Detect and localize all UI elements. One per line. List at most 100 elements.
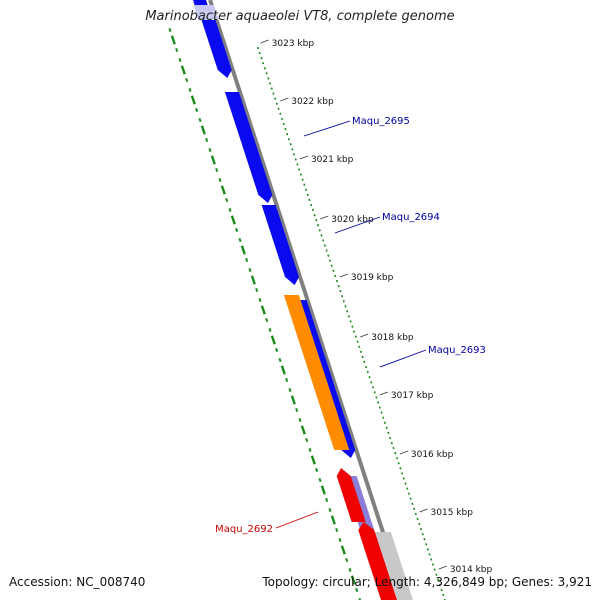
tick-dot: [402, 477, 405, 480]
gene-maqu-2693-highlight: [283, 295, 350, 450]
kbp-tick-label: 3021 kbp: [311, 155, 354, 165]
tick-dot: [437, 578, 440, 581]
gc-dot: [285, 377, 289, 383]
kbp-tick-mark: [280, 97, 289, 102]
kbp-tick-mark: [339, 273, 349, 278]
tick-dot: [284, 127, 287, 131]
tick-dot: [265, 72, 268, 75]
tick-dot: [308, 198, 311, 202]
tick-dot: [404, 482, 407, 485]
tick-dot: [263, 67, 266, 70]
tick-dot: [431, 563, 435, 566]
gene-label-maqu-2695: Maqu_2695: [352, 116, 410, 127]
gc-dot: [240, 245, 246, 255]
tick-dot: [306, 193, 309, 197]
gene-maqu-2695: [224, 92, 273, 203]
tick-dot: [435, 573, 438, 576]
tick-dot: [304, 188, 308, 192]
accession-text: Accession: NC_008740: [9, 575, 146, 589]
tick-dot: [438, 583, 441, 587]
gc-dot: [268, 327, 272, 333]
tick-dot: [294, 158, 297, 161]
gene-maqu-2694: [261, 205, 300, 285]
gc-dot: [315, 467, 319, 473]
gc-dot: [195, 107, 199, 113]
gene-label-maqu-2692: Maqu_2692: [215, 524, 273, 535]
gc-dot: [350, 575, 356, 585]
tick-dot: [299, 173, 302, 176]
tick-dot: [323, 244, 326, 247]
gc-dot: [260, 305, 266, 315]
gc-dot: [185, 77, 189, 83]
gc-dot: [330, 515, 336, 525]
gc-dot: [170, 35, 176, 45]
tick-dot: [274, 97, 277, 100]
tick-dot: [365, 365, 368, 369]
tick-dot: [359, 350, 363, 354]
tick-dot: [356, 340, 359, 343]
gc-dot: [258, 297, 262, 303]
gene-label-leader: [275, 511, 319, 529]
tick-dot: [371, 386, 375, 389]
tick-dot: [320, 234, 323, 237]
gc-dot: [348, 567, 352, 573]
kbp-tick-label: 3015 kbp: [431, 508, 474, 518]
gene-label-leader: [303, 120, 351, 137]
tick-dot: [260, 56, 263, 60]
tick-dot: [256, 46, 260, 50]
tick-dot: [313, 213, 316, 217]
kbp-tick-mark: [260, 39, 269, 44]
gc-dot: [255, 287, 259, 293]
gc-dot: [228, 207, 232, 213]
gc-dot: [230, 215, 236, 225]
gene-label-maqu-2694: Maqu_2694: [382, 212, 440, 223]
gene-label-maqu-2693: Maqu_2693: [428, 345, 486, 356]
gene-features: [193, 0, 413, 600]
gc-dot: [200, 125, 206, 135]
tick-dot: [373, 391, 376, 394]
tick-dot: [292, 153, 296, 156]
gc-dot: [298, 417, 302, 423]
tick-dot: [387, 431, 390, 435]
tick-dot: [378, 406, 381, 409]
tick-dot: [392, 446, 395, 450]
tick-dot: [267, 77, 270, 80]
tick-dot: [289, 143, 292, 146]
gc-dot: [278, 357, 282, 363]
gc-dot: [190, 95, 196, 105]
tick-dot: [335, 279, 338, 283]
gene-pale-partial: [193, 5, 219, 20]
tick-dot: [275, 102, 278, 105]
tick-dot: [334, 274, 337, 278]
tick-dot: [385, 426, 388, 430]
gc-dot: [225, 197, 229, 203]
gc-dot: [355, 587, 359, 593]
gc-dot: [325, 497, 329, 503]
gc-dot: [238, 237, 242, 243]
tick-dot: [366, 370, 369, 374]
tick-dot: [291, 148, 294, 151]
gc-dot: [308, 447, 312, 453]
gene-top-partial: [193, 0, 208, 5]
tick-dot: [279, 112, 282, 116]
tick-dot: [377, 401, 380, 404]
gene-maqu-2692-red: [336, 468, 366, 522]
tick-dot: [418, 522, 421, 526]
tick-dot: [426, 548, 429, 551]
gc-dot: [208, 147, 212, 153]
tick-dot: [282, 122, 285, 126]
kbp-tick-label: 3016 kbp: [411, 450, 454, 460]
gc-dot: [358, 597, 362, 600]
tick-dot: [339, 289, 342, 293]
tick-dot: [337, 284, 340, 288]
tick-dot: [340, 294, 344, 298]
map-title: Marinobacter aquaeolei VT8, complete gen…: [145, 9, 455, 24]
tick-dot: [311, 208, 314, 212]
gc-skew-dotted-line: [168, 27, 362, 600]
tick-dotted-line: [256, 46, 446, 600]
gc-dot: [288, 387, 292, 393]
gc-dot: [175, 47, 179, 53]
tick-dot: [425, 543, 428, 546]
kbp-tick-label: 3018 kbp: [371, 333, 414, 343]
